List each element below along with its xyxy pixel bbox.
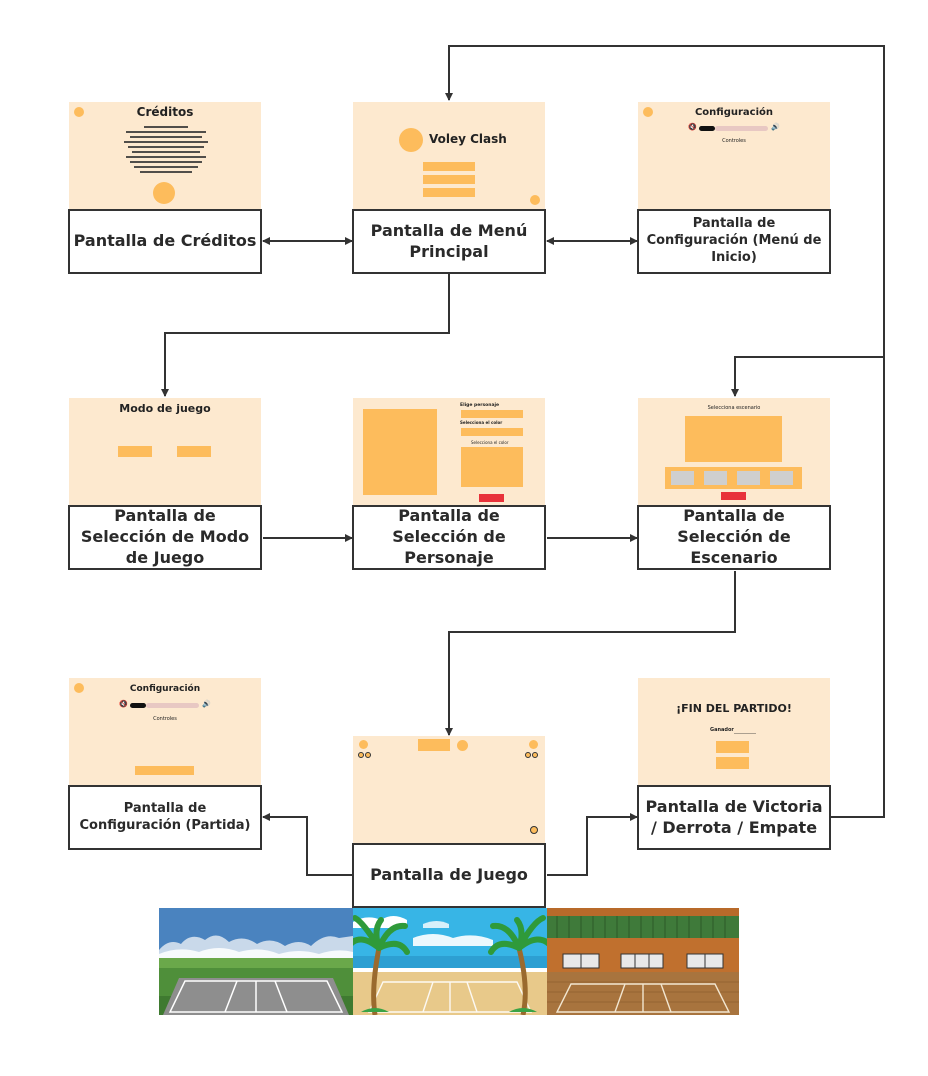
personaje-subtitle-1: Selecciona el color xyxy=(460,420,503,425)
volume-slider-track xyxy=(146,703,199,708)
config-partida-controls: Controles xyxy=(153,716,177,722)
volume-slider-fill xyxy=(130,703,146,708)
back-button xyxy=(643,107,653,117)
scenario-thumb-2 xyxy=(704,471,727,485)
back-button xyxy=(74,107,84,117)
scenario-image-park xyxy=(159,908,353,1015)
arrow-juego-victoria xyxy=(547,813,638,876)
creditos-label: Pantalla de Créditos xyxy=(68,209,262,274)
victoria-screen-preview: ¡FIN DEL PARTIDO! Ganador xyxy=(638,678,830,786)
arrow-escenario-juego xyxy=(445,571,736,736)
arrow-loop-escenario xyxy=(731,356,884,397)
settings-button xyxy=(529,740,538,749)
volume-slider-fill xyxy=(699,126,715,131)
credits-text-block xyxy=(124,124,208,174)
modo-title: Modo de juego xyxy=(119,402,211,415)
menu-button xyxy=(716,757,749,769)
arrow-menu-modo xyxy=(161,274,450,397)
config-partida-label: Pantalla de Configuración (Partida) xyxy=(68,785,262,850)
scenario-thumb-1 xyxy=(671,471,694,485)
modo-screen-preview: Modo de juego xyxy=(69,398,261,506)
config-partida-screen-preview: Configuración 🔇 🔊 Controles xyxy=(69,678,261,786)
color-option-1 xyxy=(461,428,523,436)
scenario-strip xyxy=(665,467,802,489)
config-inicio-title: Configuración xyxy=(694,107,774,118)
player1-life-2 xyxy=(365,752,371,758)
config-inicio-screen-preview: Configuración 🔇 🔊 Controles xyxy=(638,102,830,210)
arrow-victoria-menu xyxy=(445,45,885,818)
config-inicio-controls: Controles xyxy=(722,138,746,144)
menu-title: Voley Clash xyxy=(429,132,507,146)
player1-life-1 xyxy=(358,752,364,758)
menu-button-1 xyxy=(423,162,475,171)
mode-button-2 xyxy=(177,446,211,457)
corner-icon xyxy=(530,826,538,834)
menu-button-2 xyxy=(423,175,475,184)
scenario-thumb-3 xyxy=(737,471,760,485)
creditos-screen-preview: Créditos xyxy=(69,102,261,210)
menu-button-3 xyxy=(423,188,475,197)
victoria-winner: Ganador xyxy=(710,727,734,733)
personaje-title: Elige personaje xyxy=(460,403,500,408)
arrow-juego-config-partida xyxy=(262,813,352,876)
escenario-title: Selecciona escenario xyxy=(707,405,761,411)
menu-logo xyxy=(399,128,423,152)
escenario-screen-preview: Selecciona escenario xyxy=(638,398,830,506)
scenario-preview xyxy=(685,416,782,462)
scenario-image-gym xyxy=(547,908,739,1015)
speaker-loud-icon: 🔊 xyxy=(202,700,211,708)
juego-label: Pantalla de Juego xyxy=(352,843,546,908)
juego-screen-preview xyxy=(353,736,545,844)
pause-button xyxy=(359,740,368,749)
speaker-muted-icon: 🔇 xyxy=(119,700,128,708)
confirm-button xyxy=(721,492,746,500)
scoreboard xyxy=(418,739,450,751)
back-button xyxy=(74,683,84,693)
speaker-muted-icon: 🔇 xyxy=(688,123,697,131)
victoria-label: Pantalla de Victoria / Derrota / Empate xyxy=(637,785,831,850)
speaker-loud-icon: 🔊 xyxy=(771,123,780,131)
mode-button-1 xyxy=(118,446,152,457)
scenario-image-beach xyxy=(353,908,547,1015)
config-partida-title: Configuración xyxy=(129,684,201,694)
confirm-button xyxy=(479,494,504,502)
personaje-label: Pantalla de Selección de Personaje xyxy=(352,505,546,570)
menu-label: Pantalla de Menú Principal xyxy=(352,209,546,274)
player2-life-1 xyxy=(525,752,531,758)
config-inicio-label: Pantalla de Configuración (Menú de Inici… xyxy=(637,209,831,274)
character-option xyxy=(461,410,523,418)
exit-match-button xyxy=(135,766,194,775)
personaje-screen-preview: Elige personaje Selecciona el color Sele… xyxy=(353,398,545,506)
creditos-round-button xyxy=(153,182,175,204)
character-preview xyxy=(363,409,437,495)
modo-label: Pantalla de Selección de Modo de Juego xyxy=(68,505,262,570)
victoria-title: ¡FIN DEL PARTIDO! xyxy=(676,702,792,715)
replay-button xyxy=(716,741,749,753)
creditos-title: Créditos xyxy=(136,105,194,119)
player2-life-2 xyxy=(532,752,538,758)
scenario-thumb-4 xyxy=(770,471,793,485)
escenario-label: Pantalla de Selección de Escenario xyxy=(637,505,831,570)
volume-slider-track xyxy=(715,126,768,131)
winner-name-line xyxy=(734,733,756,734)
menu-corner-button xyxy=(530,195,540,205)
color-palette xyxy=(461,447,523,487)
menu-screen-preview: Voley Clash xyxy=(353,102,545,210)
personaje-subtitle-2: Selecciona el color xyxy=(471,440,509,445)
timer xyxy=(457,740,468,751)
palm-tree-icon xyxy=(353,915,410,1015)
